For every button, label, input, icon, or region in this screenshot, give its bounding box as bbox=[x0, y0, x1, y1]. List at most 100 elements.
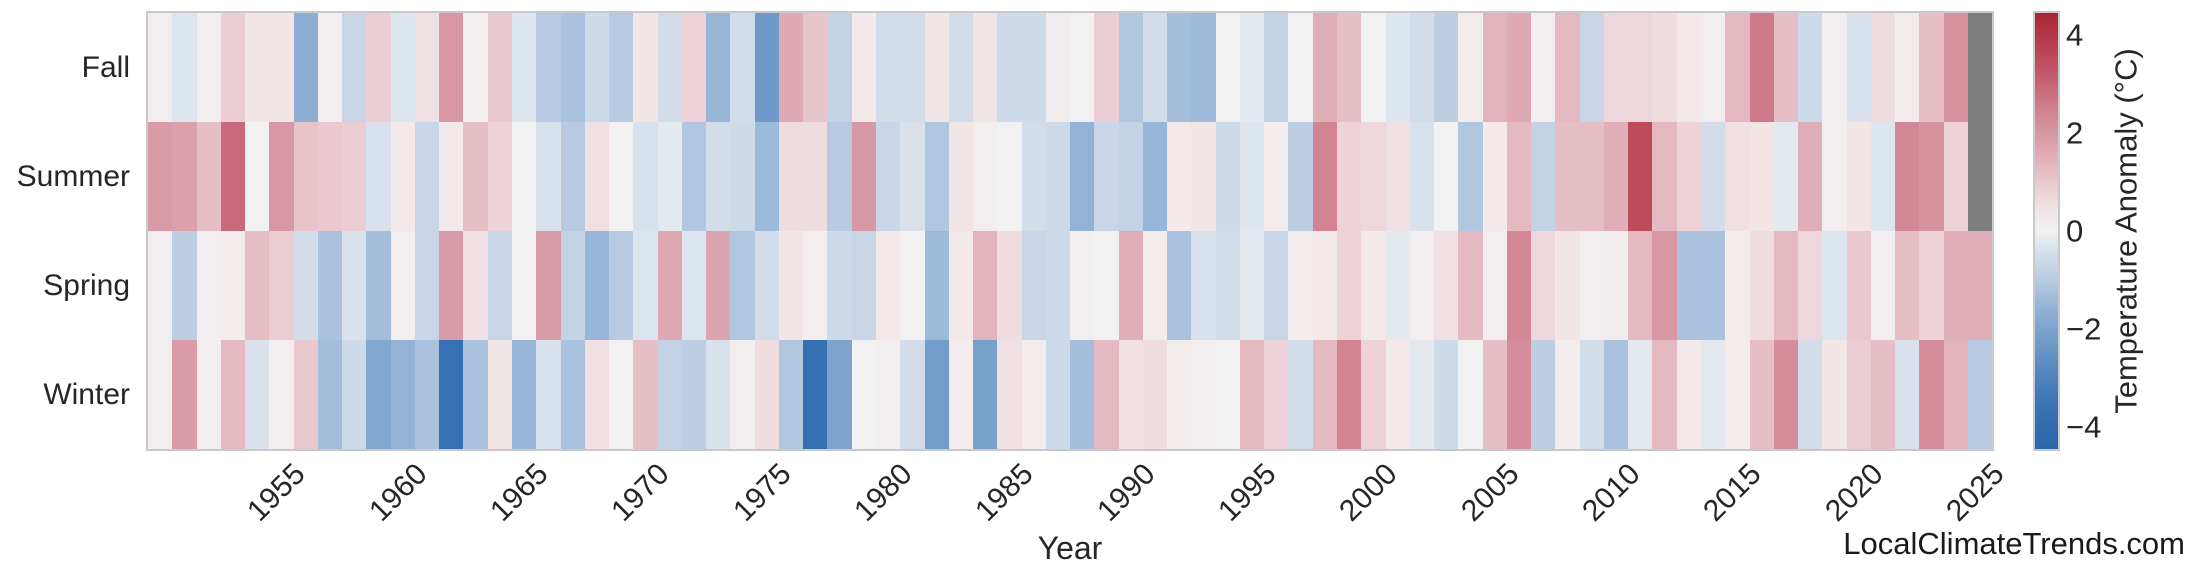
heatmap-cell bbox=[1676, 340, 1701, 449]
heatmap-cell bbox=[633, 340, 658, 449]
heatmap-cell bbox=[148, 340, 173, 449]
heatmap-cell bbox=[414, 340, 440, 449]
heatmap-cell bbox=[1118, 122, 1143, 231]
heatmap-cell bbox=[1773, 13, 1799, 122]
heatmap-cell bbox=[1337, 340, 1362, 449]
heatmap-cell bbox=[1725, 13, 1750, 122]
heatmap-cell bbox=[730, 340, 755, 449]
heatmap-cell bbox=[633, 122, 658, 231]
heatmap-cell bbox=[1070, 231, 1095, 340]
heatmap-cell bbox=[196, 340, 221, 449]
heatmap-cell bbox=[1652, 122, 1677, 231]
heatmap-cell bbox=[1725, 231, 1750, 340]
heatmap-cell bbox=[1555, 13, 1580, 122]
heatmap-cell bbox=[1434, 13, 1459, 122]
heatmap-cell bbox=[1943, 13, 1968, 122]
x-tick-label-1955: 1955 bbox=[241, 457, 313, 528]
heatmap-cell bbox=[1749, 13, 1774, 122]
heatmap-cell bbox=[1239, 13, 1265, 122]
heatmap-cell bbox=[1434, 122, 1459, 231]
heatmap-cell bbox=[560, 231, 585, 340]
heatmap-cell bbox=[439, 122, 464, 231]
heatmap-cell bbox=[1045, 340, 1071, 449]
heatmap-cell bbox=[1701, 231, 1726, 340]
heatmap-cell bbox=[1798, 122, 1823, 231]
heatmap-cell bbox=[1773, 340, 1799, 449]
heatmap-cell bbox=[1555, 340, 1580, 449]
heatmap-cell bbox=[1021, 122, 1046, 231]
heatmap-cell bbox=[706, 340, 731, 449]
heatmap-cell bbox=[439, 340, 464, 449]
heatmap-cell bbox=[1337, 231, 1362, 340]
heatmap-cell bbox=[1603, 13, 1629, 122]
heatmap-cell bbox=[754, 231, 779, 340]
heatmap-cell bbox=[1239, 340, 1265, 449]
heatmap-cell bbox=[803, 340, 828, 449]
heatmap-row-spring bbox=[148, 231, 1993, 340]
heatmap-cell bbox=[1943, 122, 1968, 231]
heatmap-cell bbox=[1652, 13, 1677, 122]
heatmap-cell bbox=[1264, 13, 1289, 122]
heatmap-cell-missing bbox=[1967, 13, 1993, 122]
heatmap-cell bbox=[196, 231, 221, 340]
heatmap-cell bbox=[997, 231, 1022, 340]
heatmap-cell bbox=[536, 231, 561, 340]
x-tick-label-1960: 1960 bbox=[362, 457, 434, 528]
heatmap-cell bbox=[584, 13, 610, 122]
heatmap-cell bbox=[366, 340, 391, 449]
heatmap-cell bbox=[511, 122, 537, 231]
heatmap-cell bbox=[875, 122, 901, 231]
colorbar bbox=[2035, 13, 2058, 449]
heatmap-cell bbox=[293, 231, 318, 340]
heatmap-cell bbox=[511, 340, 537, 449]
heatmap-cell bbox=[875, 231, 901, 340]
heatmap-cell bbox=[1555, 231, 1580, 340]
heatmap-cell bbox=[560, 13, 585, 122]
heatmap-cell bbox=[196, 122, 221, 231]
heatmap-cell bbox=[245, 231, 270, 340]
heatmap-cell bbox=[1943, 340, 1968, 449]
heatmap-cell bbox=[1167, 122, 1192, 231]
heatmap-cell bbox=[463, 231, 488, 340]
heatmap-cell bbox=[1895, 231, 1920, 340]
heatmap-cell bbox=[1094, 122, 1119, 231]
heatmap-row-winter bbox=[148, 340, 1993, 449]
heatmap-cell bbox=[245, 13, 270, 122]
heatmap-cell bbox=[1070, 122, 1095, 231]
heatmap-cell bbox=[390, 231, 415, 340]
heatmap-cell bbox=[1070, 340, 1095, 449]
heatmap-cell bbox=[778, 122, 804, 231]
heatmap-cell bbox=[366, 122, 391, 231]
y-tick-label-winter: Winter bbox=[43, 377, 130, 411]
heatmap-cell bbox=[1118, 231, 1143, 340]
heatmap-cell bbox=[827, 231, 852, 340]
heatmap-cell bbox=[1749, 231, 1774, 340]
heatmap-cell bbox=[1967, 231, 1993, 340]
heatmap-cell bbox=[511, 13, 537, 122]
heatmap-cell bbox=[317, 340, 343, 449]
heatmap-cell bbox=[220, 340, 246, 449]
heatmap-cell bbox=[924, 122, 949, 231]
heatmap-cell bbox=[973, 340, 998, 449]
heatmap-cell bbox=[1094, 13, 1119, 122]
heatmap-cell bbox=[1919, 122, 1944, 231]
heatmap-cell bbox=[1312, 231, 1338, 340]
heatmap-cell bbox=[1773, 231, 1799, 340]
heatmap-cell bbox=[487, 13, 512, 122]
heatmap-cell bbox=[754, 122, 779, 231]
heatmap-cell bbox=[997, 13, 1022, 122]
heatmap-cell bbox=[657, 122, 682, 231]
heatmap-cell bbox=[1846, 122, 1871, 231]
heatmap-cell bbox=[754, 340, 779, 449]
heatmap-cell bbox=[851, 231, 876, 340]
heatmap-cell bbox=[1361, 122, 1386, 231]
heatmap-cell bbox=[1919, 231, 1944, 340]
heatmap-cell bbox=[317, 13, 343, 122]
heatmap-cell bbox=[463, 13, 488, 122]
heatmap-cell bbox=[681, 13, 707, 122]
heatmap-cell bbox=[1701, 340, 1726, 449]
heatmap-cell bbox=[681, 340, 707, 449]
heatmap-cell bbox=[1846, 340, 1871, 449]
heatmap-cell bbox=[1312, 340, 1338, 449]
